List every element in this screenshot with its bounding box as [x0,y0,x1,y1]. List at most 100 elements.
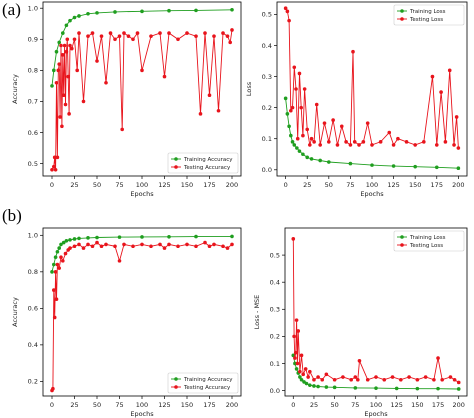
data-point [185,242,189,247]
data-point [308,369,312,374]
data-point [99,244,104,249]
y-tick-label: 0.9 [28,36,38,44]
data-point [304,381,309,386]
data-point [113,244,117,249]
data-point [225,34,230,38]
panel-label-b: (b) [2,206,22,225]
y-tick-label: 0.2 [262,104,272,112]
y-tick-label: 0.0 [262,166,272,174]
data-point [52,288,56,292]
data-point [52,68,56,73]
data-point [59,255,63,260]
data-point [413,143,417,147]
data-point [140,9,144,14]
data-point [299,353,304,358]
data-point [230,242,234,247]
data-point [291,353,296,358]
data-point [306,375,310,379]
data-point [440,377,444,382]
data-point [303,367,308,371]
data-point [294,87,298,91]
data-point [70,46,74,51]
x-tick-label: 75 [115,401,123,409]
data-point [61,93,66,98]
data-point [61,53,65,57]
data-point [308,143,312,147]
data-point [86,34,90,38]
legend-entry: Testing Loss [409,243,443,249]
data-point [285,9,290,14]
data-point [99,34,104,38]
x-tick-label: 0 [50,181,54,189]
x-tick-label: 25 [303,181,311,189]
data-point [423,375,428,379]
data-point [203,240,207,245]
data-point [198,112,203,116]
data-point [117,235,122,239]
y-tick-label: 0.8 [28,268,38,276]
data-point [430,74,435,79]
x-tick-label: 50 [93,401,101,409]
data-point [341,375,345,379]
x-tick-label: 150 [411,401,423,409]
legend-marker [174,385,178,389]
data-point [52,315,57,320]
data-point [90,31,95,35]
data-point [285,112,290,116]
data-point [294,318,299,322]
data-point [318,158,322,163]
data-point [221,31,225,35]
data-point [290,105,295,110]
data-point [394,386,399,391]
data-point [390,375,395,379]
x-tick-label: 0 [284,181,288,189]
data-point [287,18,291,23]
data-point [309,136,314,141]
data-point [331,118,335,122]
x-tick-label: 50 [93,181,101,189]
data-point [54,80,59,85]
data-point [57,246,61,250]
data-point [365,121,370,125]
data-point [289,133,293,138]
data-point [301,152,305,157]
data-point [162,74,167,79]
data-point [324,385,329,389]
data-point [287,124,291,129]
data-point [387,130,392,135]
data-point [230,7,234,12]
y-tick-label: 0.3 [270,306,280,314]
legend: Training Loss Testing Loss [393,4,465,26]
data-point [374,375,378,379]
data-point [399,377,403,382]
data-point [456,146,461,150]
data-point [295,361,300,366]
data-point [320,377,325,382]
x-tick-label: 175 [203,401,215,409]
plot-frame [42,1,242,177]
x-axis-label: Epochs [130,190,154,198]
legend-box [393,230,465,252]
data-point [59,242,63,247]
y-tick-label: 0.3 [262,73,272,81]
data-point [396,136,400,141]
data-point [126,34,131,38]
legend-entry: Training Accuracy [183,157,233,163]
data-point [312,140,316,144]
legend-entry: Training Loss [409,235,446,241]
y-tick-label: 0.0 [270,387,280,395]
data-point [67,112,71,116]
data-point [295,136,300,141]
y-tick-label: 0.5 [28,160,38,168]
x-tick-label: 200 [226,401,238,409]
data-point [122,31,126,35]
data-point [295,146,299,150]
legend-entry: Testing Accuracy [183,165,231,171]
data-point [332,385,337,390]
y-tick-label: 0.1 [270,360,280,368]
data-point [351,49,355,54]
data-point [297,149,302,153]
data-point [316,375,320,379]
y-tick-label: 0.6 [28,305,38,313]
x-tick-label: 200 [226,181,238,189]
